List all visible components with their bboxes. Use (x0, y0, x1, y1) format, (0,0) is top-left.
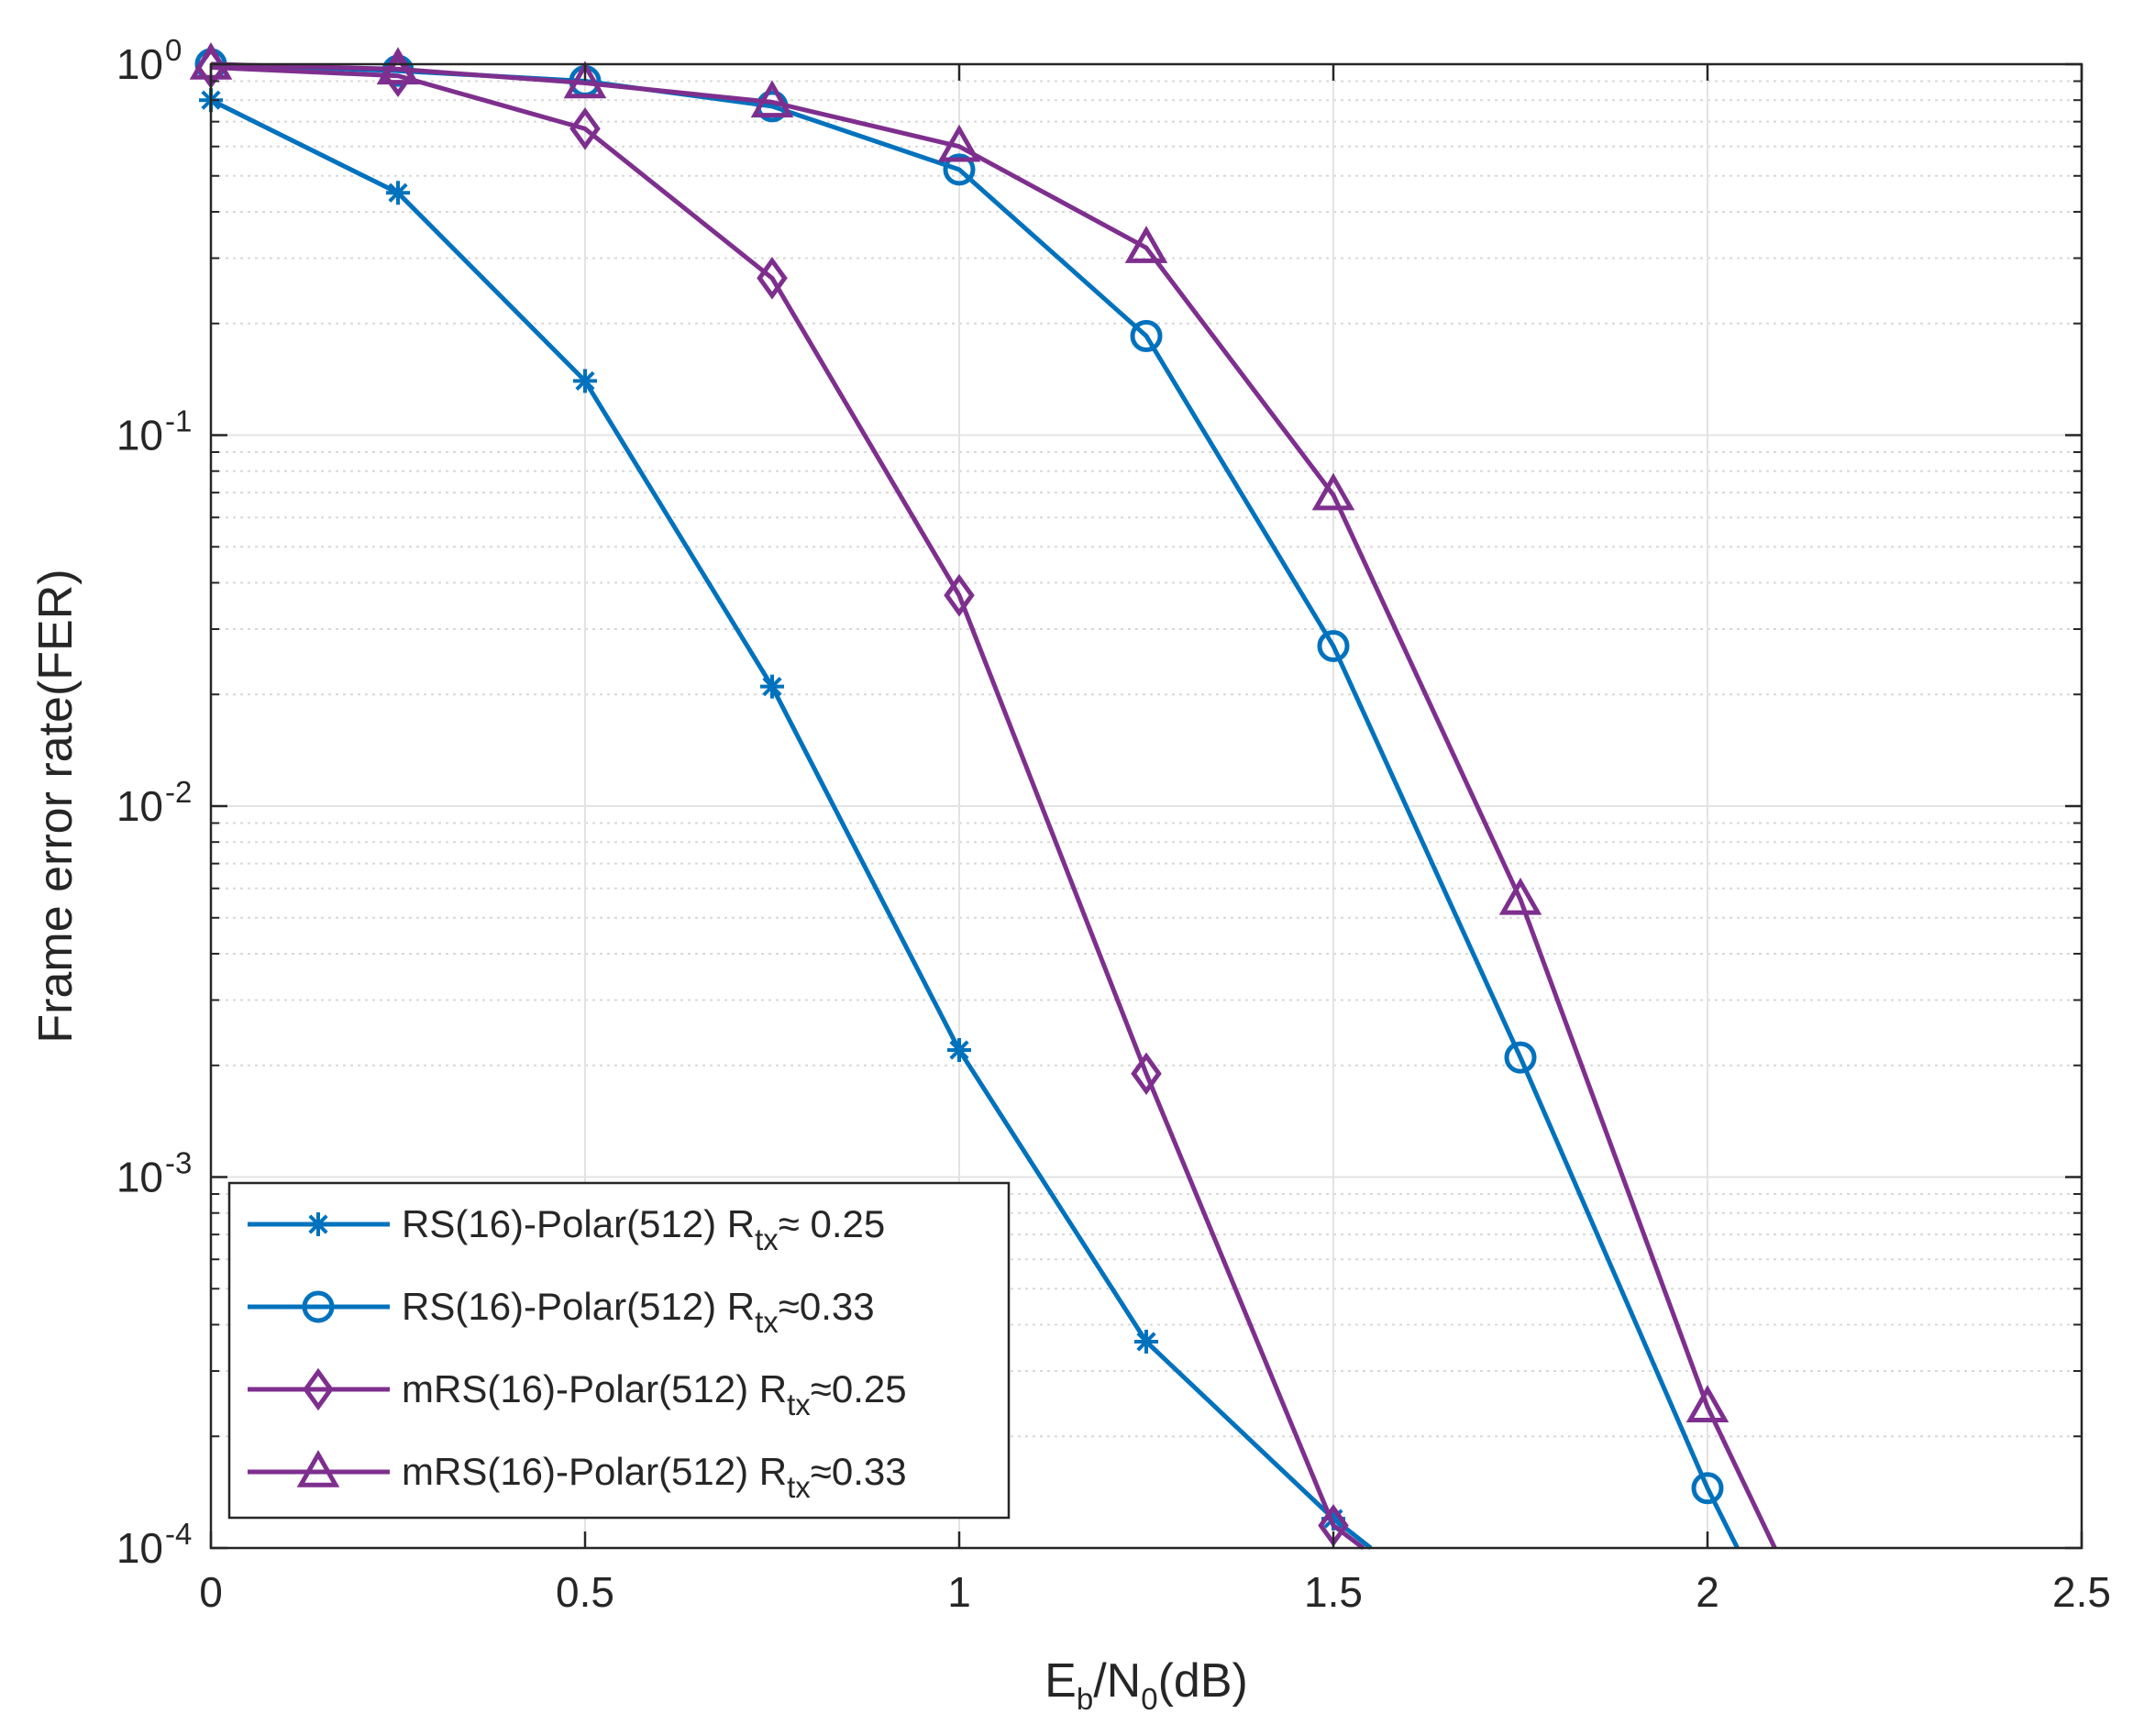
marker-circle-shape (302, 1290, 335, 1323)
series-1-point (947, 1037, 971, 1062)
marker-triangle-shape (1311, 472, 1355, 511)
series-3-point (1131, 1052, 1162, 1096)
series-1 (199, 88, 1373, 1550)
y-tick-label-exponent: -4 (165, 1517, 192, 1551)
marker-diamond-shape (569, 107, 601, 150)
series-1-point (573, 369, 597, 393)
marker-circle-shape (1504, 1041, 1537, 1074)
series-3-point (944, 573, 975, 617)
series-2-point (1317, 630, 1350, 663)
marker-diamond-shape (757, 257, 788, 300)
y-tick-label-exponent: -3 (165, 1146, 192, 1180)
x-tick-label: 1.5 (1304, 1568, 1363, 1616)
y-tick-label: 10 (116, 782, 163, 830)
x-tick-label: 2 (1696, 1568, 1719, 1616)
marker-asterisk-stroke (1136, 1332, 1156, 1352)
marker-asterisk-stroke (308, 1214, 328, 1234)
series-4-point (750, 80, 794, 118)
series-4-point (937, 124, 981, 162)
marker-diamond-shape (1131, 1052, 1162, 1096)
marker-circle-shape (943, 153, 976, 186)
series-4-line (210, 61, 1777, 1550)
legend-entry-3: mRS(16)-Polar(512) Rtx≈0.25 (248, 1367, 907, 1421)
x-tick-label: 0 (199, 1568, 223, 1616)
series-3-line (210, 65, 1365, 1550)
series-1-point (760, 674, 784, 699)
x-tick-label: 2.5 (2052, 1568, 2111, 1616)
series-2-point (943, 153, 976, 186)
marker-circle-shape (1130, 319, 1163, 352)
x-tick-labels: 0 0.5 1 1.5 2 2.5 (199, 1568, 2111, 1616)
series-layer (189, 41, 1777, 1550)
marker-triangle-shape (750, 80, 794, 118)
series-1-line (209, 97, 1373, 1550)
y-tick-label-exponent: 0 (165, 33, 182, 67)
y-tick-label-exponent: -2 (165, 775, 192, 809)
marker-triangle-shape (937, 124, 981, 162)
y-tick-label: 10 (116, 1154, 163, 1201)
marker-asterisk-stroke (762, 677, 782, 697)
marker-triangle-shape (296, 1449, 340, 1487)
series-3-point (757, 257, 788, 300)
series-4-point (376, 47, 420, 85)
marker-circle-shape (1691, 1472, 1724, 1505)
marker-triangle-shape (563, 61, 607, 99)
marker-triangle-shape (376, 47, 420, 85)
series-4-point (563, 61, 607, 99)
x-tick-label: 1 (947, 1568, 971, 1616)
y-axis-label: Frame error rate(FER) (29, 569, 83, 1043)
marker-asterisk-stroke (949, 1040, 969, 1060)
marker-diamond-shape (944, 573, 975, 617)
marker-triangle-shape (1498, 877, 1542, 915)
marker-asterisk-stroke (388, 182, 408, 203)
series-1-point (1134, 1329, 1158, 1354)
legend: RS(16)-Polar(512) Rtx≈ 0.25 RS(16)-Polar(… (227, 1181, 1011, 1520)
marker-triangle-shape (1685, 1385, 1730, 1422)
legend-label: RS(16)-Polar(512) Rtx≈ 0.25 (402, 1202, 885, 1256)
marker-diamond-shape (303, 1367, 334, 1411)
legend-marker (296, 1449, 340, 1487)
legend-entry-4: mRS(16)-Polar(512) Rtx≈0.33 (248, 1449, 907, 1504)
series-2-point (1504, 1041, 1537, 1074)
marker-triangle-shape (1124, 226, 1168, 263)
legend-label: RS(16)-Polar(512) Rtx≈0.33 (402, 1285, 875, 1339)
marker-circle-shape (1317, 630, 1350, 663)
series-4-point (1498, 877, 1542, 915)
x-tick-label: 0.5 (556, 1568, 614, 1616)
y-tick-label: 10 (116, 412, 163, 459)
legend-marker (302, 1290, 335, 1323)
series-4-point (1685, 1385, 1730, 1422)
legend-box (227, 1181, 1011, 1520)
legend-marker (303, 1367, 334, 1411)
legend-marker (306, 1212, 330, 1236)
axes-frame (209, 62, 2083, 1550)
legend-entry-1: RS(16)-Polar(512) Rtx≈ 0.25 (248, 1202, 885, 1256)
series-2-point (1691, 1472, 1724, 1505)
x-axis-label: Eb/N0(dB) (1044, 1654, 1248, 1716)
legend-entry-2: RS(16)-Polar(512) Rtx≈0.33 (248, 1285, 875, 1339)
legend-label: mRS(16)-Polar(512) Rtx≈0.25 (402, 1367, 907, 1421)
series-1-point (386, 181, 410, 205)
y-tick-label-exponent: -1 (165, 404, 192, 438)
series-4-point (1311, 472, 1355, 511)
series-2-point (1130, 319, 1163, 352)
y-tick-label: 10 (116, 1524, 163, 1572)
legend-label: mRS(16)-Polar(512) Rtx≈0.33 (402, 1450, 907, 1504)
y-tick-label: 10 (116, 40, 163, 88)
marker-asterisk-stroke (575, 370, 595, 391)
series-3-point (569, 107, 601, 150)
series-4-point (1124, 226, 1168, 263)
series-4 (189, 41, 1777, 1550)
